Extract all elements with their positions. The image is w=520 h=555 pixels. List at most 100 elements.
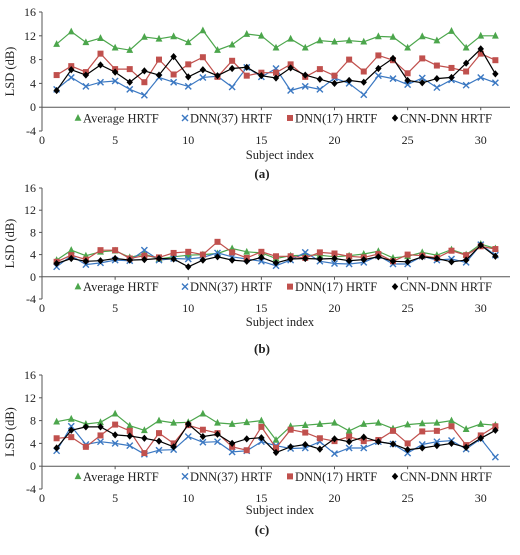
legend-label: DNN(37) HRTF [190, 470, 272, 484]
data-point [374, 418, 382, 426]
data-point [345, 36, 353, 44]
data-point [360, 68, 367, 75]
data-point [316, 435, 323, 442]
data-point [111, 439, 119, 447]
x-tick-label: 15 [255, 491, 267, 505]
legend-item: DNN(17) HRTF [287, 280, 377, 294]
data-point [67, 246, 75, 253]
data-point [477, 73, 485, 81]
data-point [316, 249, 323, 256]
data-point [214, 418, 221, 426]
data-point [170, 71, 177, 78]
data-point [258, 434, 265, 442]
data-point [360, 37, 368, 45]
x-tick-label: 30 [475, 491, 487, 505]
data-point [389, 257, 397, 265]
x-axis-title: Subject index [246, 148, 315, 162]
data-point [301, 248, 309, 256]
legend-label: DNN(37) HRTF [190, 111, 272, 125]
x-tick-label: 10 [182, 133, 194, 147]
data-point [477, 45, 484, 53]
data-point [433, 427, 440, 434]
y-tick-label: 16 [24, 368, 36, 382]
x-tick-label: 25 [402, 301, 414, 315]
x-tick-label: 10 [182, 301, 194, 315]
data-point [97, 432, 104, 439]
data-point [126, 85, 134, 93]
data-point [316, 85, 324, 93]
data-point [345, 444, 353, 452]
series-cnn-dnn-hrtf [53, 241, 499, 271]
data-point [491, 79, 499, 87]
data-point [273, 253, 279, 260]
data-point [492, 426, 499, 434]
data-point [463, 252, 470, 259]
data-point [301, 82, 309, 90]
x-tick-label: 0 [39, 491, 45, 505]
data-point [82, 38, 90, 46]
data-point [126, 46, 134, 53]
data-point [375, 438, 382, 446]
x-tick-label: 25 [402, 491, 414, 505]
data-point [67, 422, 75, 430]
data-point [272, 74, 280, 82]
data-point [258, 253, 265, 261]
data-point [433, 442, 441, 450]
data-point [448, 247, 455, 254]
data-point [433, 438, 441, 446]
data-point [67, 27, 75, 35]
data-point [155, 416, 163, 424]
data-point [199, 73, 207, 81]
data-point [316, 255, 324, 263]
legend-label: Average HRTF [83, 470, 159, 484]
legend-item: Average HRTF [74, 280, 159, 294]
data-point [214, 430, 221, 438]
data-point [170, 53, 177, 61]
y-tick-label: -4 [26, 292, 36, 306]
data-point [243, 418, 251, 426]
data-point [346, 433, 353, 440]
legend-marker [287, 473, 293, 480]
data-point [97, 78, 104, 86]
x-tick-label: 15 [255, 301, 267, 315]
data-point [229, 57, 236, 64]
data-point [155, 254, 163, 263]
data-point [199, 66, 207, 74]
y-tick-label: 12 [24, 29, 36, 43]
data-point [97, 61, 104, 69]
data-point [404, 440, 411, 447]
data-point [184, 38, 192, 46]
data-point [243, 257, 250, 265]
data-point [111, 68, 119, 76]
y-tick-label: 4 [30, 76, 36, 90]
data-point [228, 256, 236, 264]
legend-item: DNN(37) HRTF [181, 280, 272, 294]
legend-marker [391, 472, 399, 480]
y-tick-label: 4 [30, 248, 36, 262]
data-point [97, 438, 104, 446]
data-point [360, 78, 367, 86]
data-point [492, 252, 499, 260]
data-point [155, 34, 163, 42]
data-point [272, 435, 280, 443]
data-point [170, 418, 178, 426]
data-point [155, 437, 163, 445]
data-point [419, 253, 426, 261]
data-point [418, 32, 426, 40]
x-tick-label: 5 [112, 301, 118, 315]
data-point [272, 43, 280, 51]
data-point [199, 426, 206, 433]
data-point [389, 54, 397, 63]
data-point [141, 434, 148, 442]
legend-marker [181, 283, 189, 291]
data-point [243, 435, 250, 443]
data-point [257, 31, 265, 39]
data-point [345, 438, 353, 446]
data-point [111, 43, 119, 51]
data-point [331, 254, 338, 263]
y-tick-label: 0 [30, 459, 36, 473]
data-point [111, 77, 119, 85]
data-point [375, 253, 382, 261]
data-point [243, 247, 251, 255]
